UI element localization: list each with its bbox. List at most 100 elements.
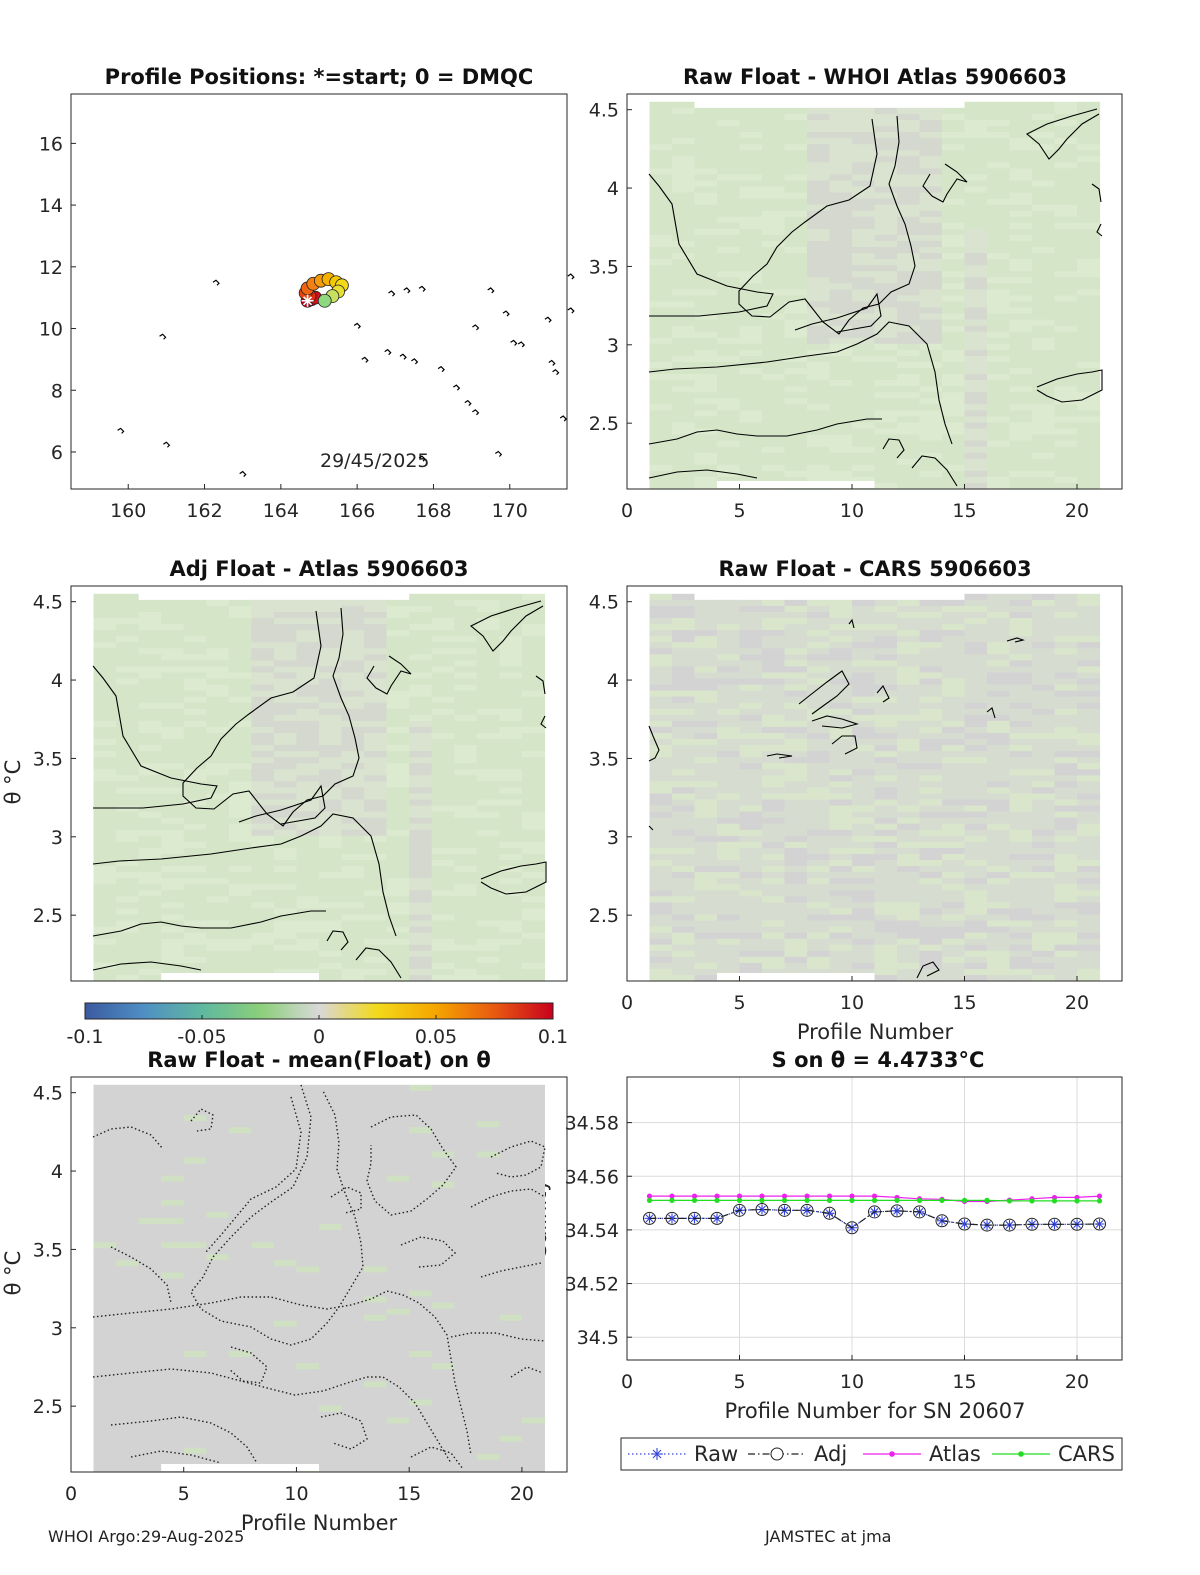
raw-mean-cell [138,1096,162,1104]
raw-cars-cell [1077,769,1101,776]
raw-cars-cell [964,666,988,673]
adj-atlas-cell [273,878,297,885]
raw-whoi-cell [987,138,1011,145]
raw-cars-cell [1077,968,1101,976]
adj-atlas-cell [251,739,275,746]
raw-cars-cell [807,962,831,970]
raw-cars-cell [852,775,876,782]
adj-atlas-cell [319,708,343,716]
raw-cars-cell [1009,896,1033,903]
adj-atlas-cell [386,956,410,964]
raw-cars-cell [1009,714,1033,722]
raw-whoi-cell [1032,452,1056,460]
adj-atlas-cell [183,914,207,922]
raw-mean-cell [364,1393,388,1400]
raw-cars-cell [942,902,966,909]
adj-atlas-cell [183,835,207,843]
raw-cars-cell [1032,926,1056,934]
raw-cars-cell [649,835,673,843]
raw-cars-cell [1009,841,1033,849]
raw-whoi-cell [1032,192,1056,200]
adj-atlas-cell [138,799,162,807]
raw-whoi-cell [874,458,898,466]
raw-cars-cell [1032,624,1056,631]
raw-cars-cell [942,944,966,952]
raw-whoi-cell [739,470,763,478]
raw-cars-cell [739,769,763,776]
adj-atlas-cell [138,854,162,861]
raw-mean-cell [161,1411,185,1419]
adj-atlas-cell [409,878,433,885]
adj-atlas-cell [454,811,478,819]
adj-atlas-cell [273,763,297,770]
adj-atlas-cell [341,787,365,794]
adj-atlas-cell [93,950,117,958]
adj-atlas-cell [364,751,388,758]
raw-cars-cell [649,702,673,710]
raw-whoi-cell [694,216,718,224]
adj-atlas-cell [499,860,523,867]
adj-atlas-cell [183,757,207,764]
raw-mean-cell [251,1199,275,1207]
raw-cars-cell [874,612,898,619]
raw-whoi-xtick-label: 0 [621,500,633,522]
raw-cars-cell [672,841,696,849]
raw-mean-cell [386,1332,410,1340]
raw-cars-cell [1054,950,1078,958]
raw-cars-cell [1032,890,1056,897]
adj-atlas-cell [499,878,523,885]
raw-cars-cell [942,950,966,958]
raw-whoi-cell [1032,120,1056,127]
raw-cars-cell [1077,630,1101,637]
raw-mean-cell [386,1417,410,1425]
raw-cars-cell [829,817,853,825]
raw-cars-cell [1032,654,1056,661]
adj-atlas-cell [116,720,140,728]
raw-cars-ytick-label: 4.5 [589,592,619,614]
raw-cars-cell [1009,823,1033,831]
raw-whoi-cell [829,228,853,236]
raw-mean-cell [296,1326,320,1334]
raw-cars-cell [852,678,876,686]
island-speck [472,409,480,416]
raw-mean-cell [93,1217,117,1225]
raw-mean-cell [409,1417,433,1425]
adj-atlas-cell [206,793,230,801]
raw-whoi-cell [717,113,741,121]
raw-cars-cell [964,884,988,891]
raw-cars-contour [648,825,654,831]
raw-cars-cell [897,757,921,764]
raw-whoi-cell [807,325,831,333]
raw-whoi-cell [1009,410,1033,417]
raw-whoi-cell [1054,362,1078,369]
adj-atlas-cell [206,854,230,861]
raw-whoi-cell [739,228,763,236]
raw-cars-cell [1077,751,1101,758]
adj-atlas-cell [183,872,207,879]
adj-atlas-cell [273,775,297,782]
adj-atlas-cell [228,799,252,807]
raw-mean-cell [251,1441,275,1449]
raw-cars-cell [964,726,988,734]
raw-whoi-cell [897,186,921,194]
raw-cars-cell [649,605,673,613]
raw-cars-cell [874,684,898,692]
raw-mean-cell [296,1084,320,1092]
raw-cars-cell [672,684,696,692]
raw-whoi-heatmap [648,94,1103,490]
adj-atlas-cell [386,702,410,710]
raw-whoi-cell [807,416,831,423]
raw-cars-cell [1009,696,1033,704]
raw-mean-cell [341,1254,365,1261]
raw-whoi-cell [672,222,696,230]
raw-whoi-cell [762,386,786,393]
raw-whoi-cell [1077,380,1101,387]
adj-atlas-cell [499,745,523,752]
raw-cars-cell [784,708,808,716]
raw-cars-cell [1009,769,1033,776]
raw-whoi-cell [672,234,696,242]
adj-atlas-cell [296,630,320,637]
raw-whoi-cell [1077,301,1101,309]
raw-cars-cell [739,787,763,794]
raw-mean-cell [341,1447,365,1455]
